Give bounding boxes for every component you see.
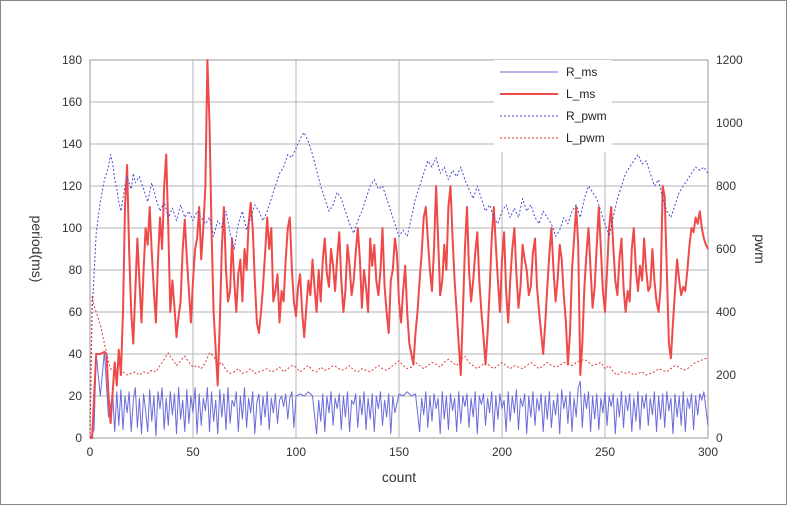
y-right-tick-label: 200: [716, 368, 736, 382]
y-left-tick-label: 120: [62, 179, 82, 193]
tick-labels: 0 20 40 60 80 100 120 140 160 180 0 50 100 150 200 250 3…: [62, 53, 743, 459]
series-lines: [89, 59, 709, 439]
legend-label: L_ms: [566, 87, 595, 101]
x-tick-label: 300: [698, 445, 718, 459]
legend-label: R_pwm: [566, 109, 607, 123]
y-right-tick-label: 400: [716, 305, 736, 319]
legend: R_ms L_ms R_pwm L_pwm: [494, 60, 612, 152]
y-right-tick-label: 800: [716, 179, 736, 193]
y-left-tick-label: 0: [75, 431, 82, 445]
x-tick-label: 0: [87, 445, 94, 459]
y-right-tick-label: 600: [716, 242, 736, 256]
y-left-tick-label: 60: [69, 305, 83, 319]
x-tick-label: 250: [595, 445, 615, 459]
series-line-l-ms: [90, 59, 709, 439]
y-left-tick-label: 160: [62, 95, 82, 109]
x-tick-label: 50: [186, 445, 200, 459]
legend-background: [494, 60, 612, 152]
y-axis-right-title: pwm: [752, 234, 768, 264]
series-line-r-ms: [89, 351, 709, 439]
series-line-l-pwm: [89, 295, 709, 439]
legend-label: L_pwm: [566, 131, 605, 145]
y-left-tick-label: 100: [62, 221, 82, 235]
y-right-tick-label: 1000: [716, 116, 743, 130]
x-tick-label: 100: [286, 445, 306, 459]
x-axis-title: count: [382, 469, 416, 485]
y-axis-left-title: period(ms): [29, 216, 45, 283]
y-right-tick-label: 1200: [716, 53, 743, 67]
y-right-tick-label: 0: [716, 431, 723, 445]
y-left-tick-label: 20: [69, 389, 83, 403]
x-tick-label: 200: [492, 445, 512, 459]
series-line-r-pwm: [89, 131, 709, 439]
y-left-tick-label: 140: [62, 137, 82, 151]
y-left-tick-label: 40: [69, 347, 83, 361]
y-left-tick-label: 180: [62, 53, 82, 67]
y-left-tick-label: 80: [69, 263, 83, 277]
legend-label: R_ms: [566, 65, 597, 79]
x-tick-label: 150: [389, 445, 409, 459]
